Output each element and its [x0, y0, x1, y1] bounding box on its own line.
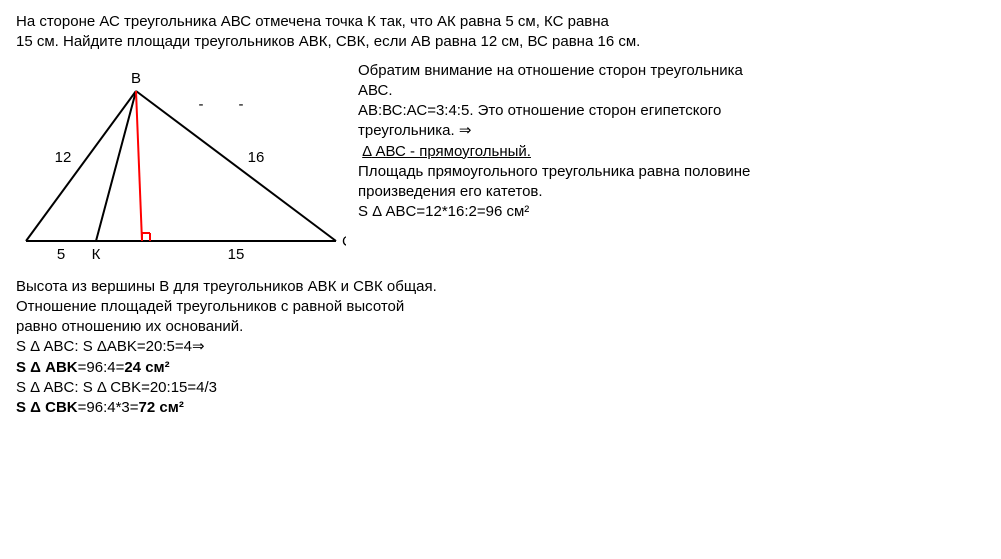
answer-abk: 24 см²: [124, 359, 169, 376]
sol-line: АВС.: [358, 81, 985, 101]
sol-text: =96:4=: [78, 359, 125, 376]
value-ab: 12: [481, 33, 498, 50]
sol-line: S Δ ABK=96:4=24 см²: [16, 358, 985, 378]
svg-text:12: 12: [55, 149, 72, 166]
sol-line: треугольника. ⇒: [358, 121, 985, 141]
svg-text:К: К: [92, 246, 101, 263]
sol-text: S Δ: [16, 359, 45, 376]
problem-statement: На стороне АС треугольника АВС отмечена …: [16, 12, 985, 53]
sol-line: произведения его катетов.: [358, 182, 985, 202]
problem-text: см. Найдите площади треугольников АВК, С…: [33, 33, 481, 50]
sol-line: АВ:ВС:АС=3:4:5. Это отношение сторон еги…: [358, 101, 985, 121]
problem-text: см, ВС равна: [497, 33, 597, 50]
sol-text: =96:4*3=: [78, 399, 139, 416]
sol-text: ABK: [45, 359, 78, 376]
sol-text: S Δ: [16, 399, 45, 416]
svg-text:5: 5: [57, 246, 65, 263]
sol-line: S Δ ABC=12*16:2=96 см²: [358, 202, 985, 222]
value-kc: 15: [16, 33, 33, 50]
sol-line: S Δ ABC: S ΔABK=20:5=4⇒: [16, 337, 985, 357]
sol-text: АВС - прямоугольный.: [371, 143, 531, 160]
svg-text:-: -: [199, 96, 204, 113]
svg-text:B: B: [131, 70, 141, 87]
svg-text:-: -: [239, 96, 244, 113]
delta: Δ: [362, 143, 371, 160]
problem-text: см.: [614, 33, 640, 50]
sol-line: Отношение площадей треугольников с равно…: [16, 297, 985, 317]
answer-cbk: 72 см²: [139, 399, 184, 416]
svg-text:16: 16: [248, 149, 265, 166]
sol-text: CBK: [45, 399, 78, 416]
sol-line: Площадь прямоугольного треугольника равн…: [358, 162, 985, 182]
sol-line: равно отношению их оснований.: [16, 317, 985, 337]
sol-line: S Δ CBK=96:4*3=72 см²: [16, 398, 985, 418]
solution-below: Высота из вершины В для треугольников АВ…: [16, 277, 985, 419]
sol-line: S Δ ABC: S Δ CBK=20:15=4/3: [16, 378, 985, 398]
value-ak: 5: [505, 13, 513, 30]
sol-line: Высота из вершины В для треугольников АВ…: [16, 277, 985, 297]
solution-right: Обратим внимание на отношение сторон тре…: [358, 61, 985, 223]
value-bc: 16: [597, 33, 614, 50]
svg-text:C: C: [342, 233, 346, 250]
sol-line: Обратим внимание на отношение сторон тре…: [358, 61, 985, 81]
sol-line: Δ АВС - прямоугольный.: [358, 142, 985, 162]
problem-text: На стороне АС треугольника АВС отмечена …: [16, 13, 505, 30]
svg-text:15: 15: [228, 246, 245, 263]
problem-text: см, КС равна: [514, 13, 609, 30]
triangle-diagram: ABCК1216515--: [16, 61, 346, 271]
